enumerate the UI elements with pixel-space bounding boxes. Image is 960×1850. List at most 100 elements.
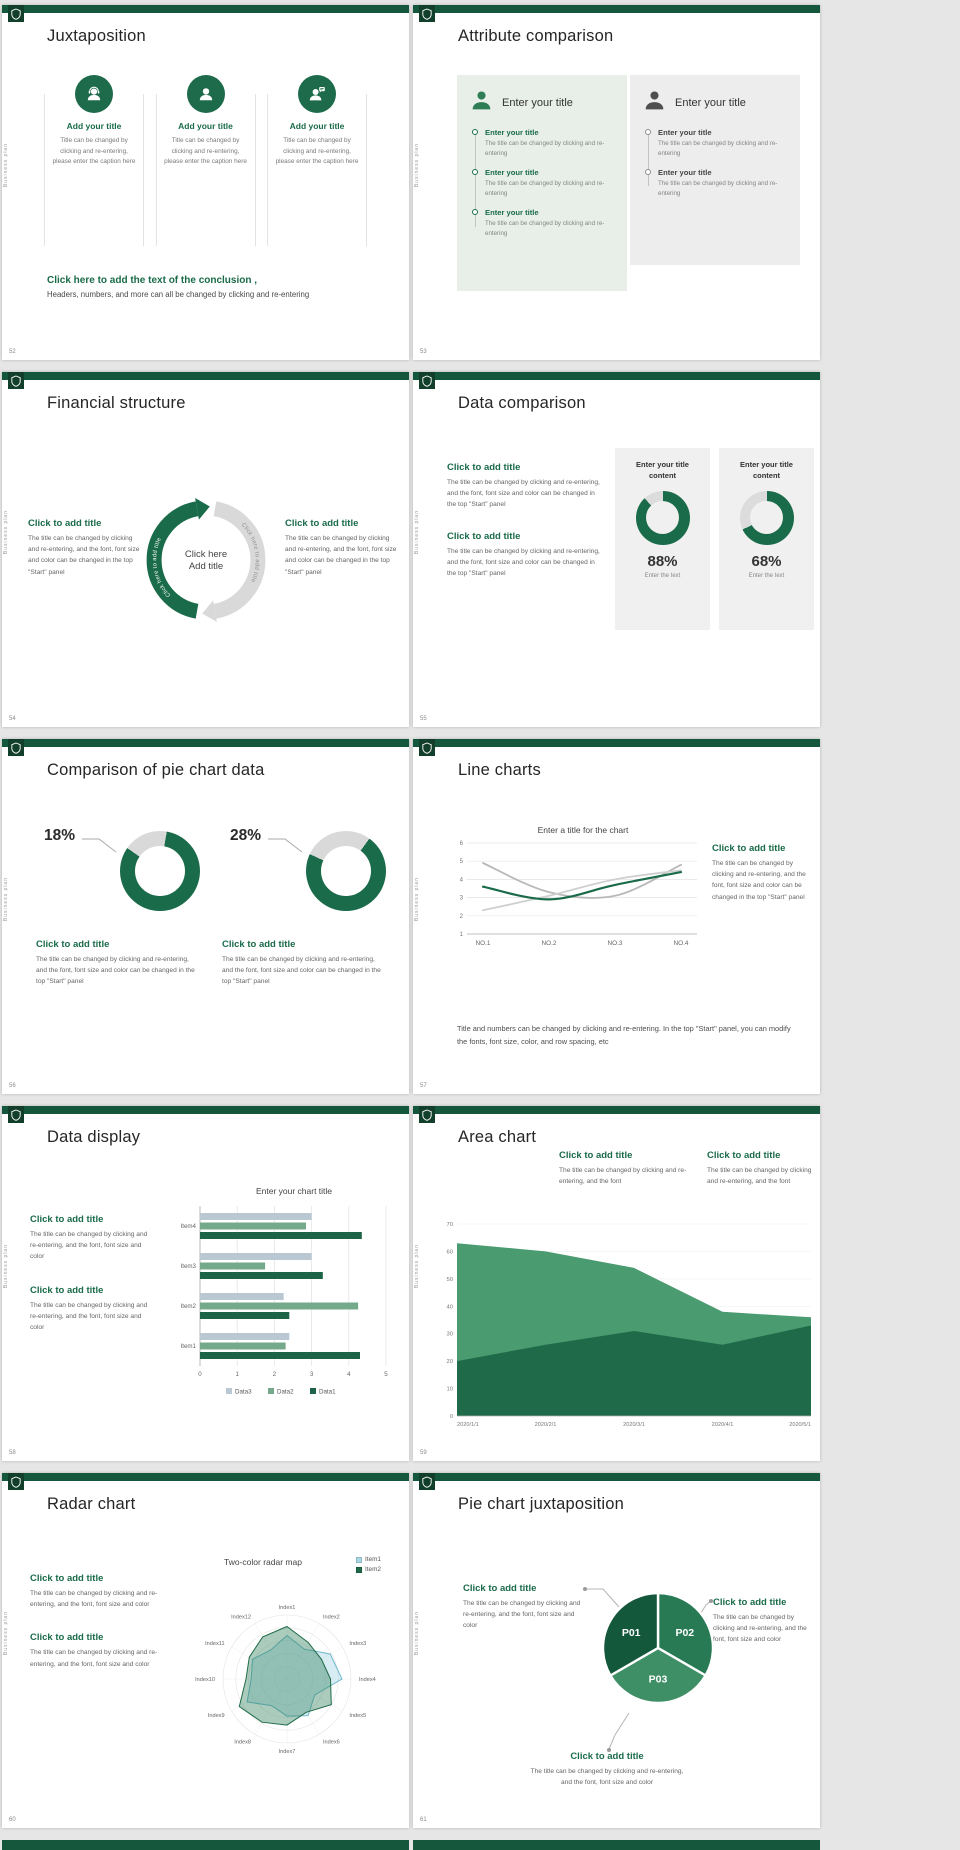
slide-thumbnail-52[interactable]: Business plan 52 Juxtaposition Add your … [2,5,409,360]
person-green-icon [469,88,494,118]
svg-text:Index1: Index1 [279,1605,296,1611]
svg-text:Index8: Index8 [234,1739,251,1745]
slide-thumbnail-57[interactable]: Business plan 57 Line charts Enter a tit… [413,739,820,1094]
feature-card: Add your title Title can be changed by c… [155,94,256,246]
text-block: Click to add title The title can be chan… [712,843,811,903]
item-caption: The title can be changed by clicking and… [658,140,778,157]
block-body: The title can be changed by clicking and… [30,1231,148,1261]
svg-text:20: 20 [447,1359,453,1365]
text-block: Click to add title The title can be chan… [707,1150,815,1187]
shield-logo-icon [419,1473,435,1490]
line-chart: 1 2 3 4 5 6 NO.1 NO.2 NO.3 NO.4 [460,841,697,947]
panel-heading: Enter your title [675,97,746,109]
page-number: 60 [9,1817,16,1823]
center-line1: Click here [185,549,227,560]
svg-text:Data1: Data1 [319,1389,336,1396]
slide-thumbnail-55[interactable]: Business plan 55 Data comparison Click t… [413,372,820,727]
svg-text:P02: P02 [675,1627,694,1639]
svg-text:50: 50 [447,1277,453,1283]
legend-label: Item1 [365,1556,381,1563]
brand-vertical-text: Business plan [414,143,420,188]
conclusion-heading: Click here to add the text of the conclu… [47,275,258,286]
svg-text:40: 40 [447,1304,453,1310]
svg-text:Index6: Index6 [323,1739,340,1745]
timeline-item: Enter your title The title can be change… [472,128,615,158]
svg-text:Item1: Item1 [181,1343,197,1350]
block-heading: Click to add title [30,1284,104,1296]
svg-text:Item2: Item2 [181,1303,197,1310]
brand-vertical-text: Business plan [3,877,9,922]
feature-caption: Title can be changed by clicking and re-… [52,137,136,166]
text-block: Click to add title The title can be chan… [30,1573,161,1610]
shield-logo-icon [8,1473,24,1490]
feature-card: Add your title Title can be changed by c… [44,94,144,246]
block-heading: Click to add title [222,939,296,950]
area-chart: 0 10 20 30 40 50 60 70 2020/1/1 2020/2/1 2020/3/1 2… [447,1222,811,1428]
slide-title: Juxtaposition [47,27,146,45]
block-heading: Click to add title [447,462,521,473]
block-body: The title can be changed by clicking and… [447,479,600,509]
percent-label: 28% [230,827,262,844]
slide-thumbnail-59[interactable]: Business plan 59 Area chart Click to add… [413,1106,820,1461]
timeline-item: Enter your title The title can be change… [645,168,788,198]
slide-thumbnail-54[interactable]: Business plan 54 Financial structure Cli… [2,372,409,727]
text-block: Click to add title The title can be chan… [30,1285,157,1334]
conclusion-body: Headers, numbers, and more can all be ch… [47,290,310,299]
block-heading: Click to add title [30,1214,104,1225]
slide-top-bar [413,5,820,13]
block-heading: Click to add title [30,1573,104,1584]
slide-title: Attribute comparison [458,27,614,45]
block-heading: Click to add title [712,843,786,854]
slide-thumbnail-53[interactable]: Business plan 53 Attribute comparison En… [413,5,820,360]
item-title: Enter your title [485,168,539,178]
slide-thumbnail-56[interactable]: Business plan 56 Comparison of pie chart… [2,739,409,1094]
shield-logo-icon [8,5,24,22]
legend-swatch [356,1556,362,1563]
svg-text:Index2: Index2 [323,1615,340,1621]
timeline-line [648,133,649,187]
block-body: The title can be changed by clicking and… [36,956,195,986]
svg-text:Index4: Index4 [359,1677,376,1683]
slide-top-bar [2,1106,409,1114]
page-number: 58 [9,1450,16,1456]
svg-text:2: 2 [273,1371,277,1378]
text-block: Click to add title The title can be chan… [222,939,394,988]
shield-logo-icon [8,739,24,756]
svg-text:4: 4 [347,1371,351,1378]
slide-thumbnail-61[interactable]: Business plan 61 Pie chart juxtaposition… [413,1473,820,1828]
feature-column: Add your title Title can be changed by c… [44,75,144,246]
timeline-dot [645,169,651,176]
slide-thumbnail-60[interactable]: Business plan 60 Radar chart Click to ad… [2,1473,409,1828]
legend-item: Item2 [356,1566,381,1573]
svg-text:0: 0 [198,1371,202,1378]
svg-text:2: 2 [460,914,464,920]
slide-top-bar [2,739,409,747]
slide-title: Data comparison [458,394,586,412]
page-number: 59 [420,1450,427,1456]
slide-top-bar [413,372,820,380]
timeline-dot [472,209,478,216]
item-title: Enter your title [658,168,712,178]
feature-column: Add your title Title can be changed by c… [155,75,256,246]
slide-thumbnail-58[interactable]: Business plan 58 Data display Click to a… [2,1106,409,1461]
feature-heading: Add your title [178,121,233,131]
feature-heading: Add your title [289,121,345,131]
svg-text:Index9: Index9 [208,1713,225,1719]
item-title: Enter your title [658,128,712,137]
text-block: Click to add title The title can be chan… [559,1150,700,1187]
shield-logo-icon [419,739,435,756]
brand-vertical-text: Business plan [3,143,9,188]
page-number: 52 [9,349,16,355]
item-caption: The title can be changed by clicking and… [658,180,778,197]
bar-chart: 0 1 2 3 4 5 Item1 Item2 Item3 Item4 Data3 Data2 Data… [181,1206,388,1396]
svg-text:NO.1: NO.1 [476,940,491,947]
block-body: The title can be changed by clicking and… [30,1649,158,1668]
next-row-slide-edge [413,1840,820,1850]
timeline-item: Enter your title The title can be change… [472,208,615,238]
shield-logo-icon [419,1106,435,1123]
slide-top-bar [413,739,820,747]
conclusion: Click here to add the text of the conclu… [47,275,379,299]
text-block: Click to add title The title can be chan… [447,462,605,511]
attribute-panel-right: Enter your title Enter your title The ti… [630,75,800,265]
person-chat-icon [298,75,336,113]
